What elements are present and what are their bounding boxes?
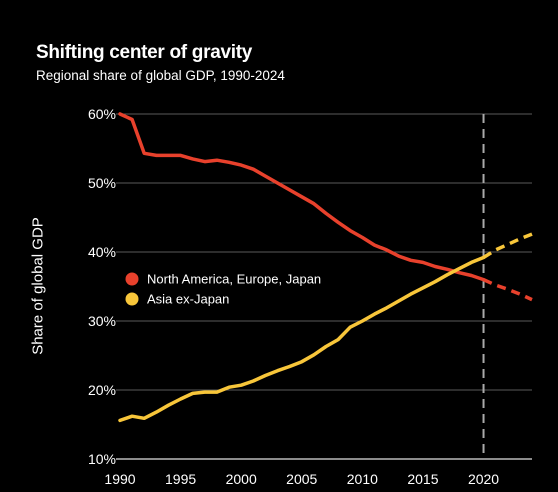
y-tick-label: 20%: [88, 382, 116, 398]
y-tick-label: 30%: [88, 313, 116, 329]
series-forecast-line-1: [482, 232, 533, 259]
x-tick-labels: 1990 1995 2000 2005 2010 2015 2020: [104, 471, 499, 487]
legend-marker: [125, 292, 139, 306]
series-forecast-line-0: [482, 278, 533, 302]
x-tick-label: 2000: [226, 471, 257, 487]
series-line-1: [118, 255, 486, 423]
x-tick-label: 2005: [286, 471, 317, 487]
legend: North America, Europe, Japan Asia ex-Japa…: [125, 272, 321, 307]
x-tick-label: 2010: [347, 471, 378, 487]
y-tick-label: 50%: [88, 175, 116, 191]
x-tick-label: 2020: [468, 471, 499, 487]
y-tick-label: 40%: [88, 244, 116, 260]
legend-label: Asia ex-Japan: [147, 292, 229, 307]
legend-marker: [125, 272, 139, 286]
y-tick-label: 60%: [88, 106, 116, 122]
chart-subtitle: Regional share of global GDP, 1990-2024: [36, 68, 285, 83]
chart-title: Shifting center of gravity: [36, 42, 253, 63]
series-lines: [118, 112, 533, 423]
y-tick-label: 10%: [88, 451, 116, 467]
x-tick-label: 2015: [407, 471, 438, 487]
x-tick-label: 1990: [104, 471, 135, 487]
y-tick-labels: 10% 20% 30% 40% 50% 60%: [88, 106, 116, 467]
x-tick-label: 1995: [165, 471, 196, 487]
series-line-0: [118, 112, 486, 282]
legend-label: North America, Europe, Japan: [147, 272, 321, 287]
grid-lines: [116, 113, 532, 460]
